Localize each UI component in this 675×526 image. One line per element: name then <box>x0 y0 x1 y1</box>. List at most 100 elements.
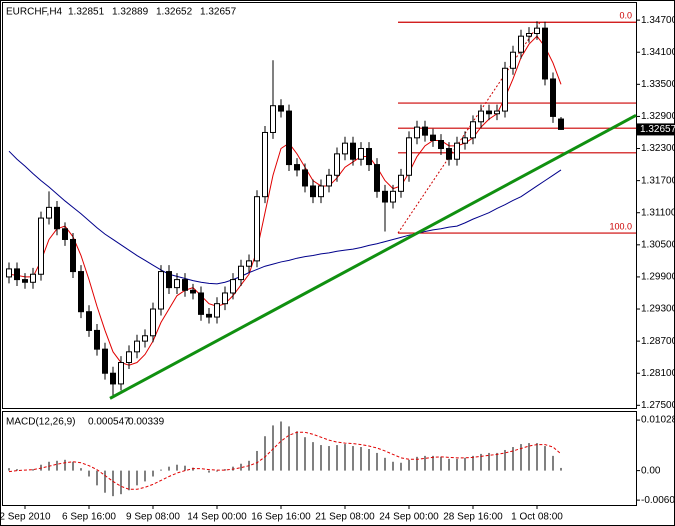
macd-value: 0.000547 <box>88 417 130 428</box>
macd-panel <box>2 411 637 506</box>
candle-body <box>366 148 372 166</box>
candle-body <box>118 362 124 385</box>
symbol: EURCHF,H4 <box>6 7 63 18</box>
y-tick-label: 1.30500 <box>641 239 675 250</box>
candle-body <box>94 329 100 350</box>
x-tick-label: 24 Sep 00:00 <box>379 512 439 523</box>
y-tick-label: 1.32300 <box>641 143 675 154</box>
candle-body <box>222 292 228 305</box>
fib-label: 0.0 <box>619 11 632 21</box>
candle-body <box>126 351 132 364</box>
candle-body <box>510 51 516 69</box>
candle-body <box>206 313 212 318</box>
macd-name: MACD(12,26,9) <box>6 417 75 428</box>
candle-body <box>46 206 52 219</box>
candle-body <box>382 190 388 203</box>
y-tick-label: 1.33500 <box>641 79 675 90</box>
candle-body <box>166 271 172 289</box>
candle-body <box>262 131 268 198</box>
candle-body <box>534 27 540 34</box>
candle-body <box>438 139 444 150</box>
candle-body <box>462 137 468 144</box>
macd-y-tick-label: -0.006009 <box>641 495 675 506</box>
price-tag <box>637 123 675 136</box>
candle-body <box>486 110 492 115</box>
candle-body <box>326 174 332 187</box>
candle-body <box>134 340 140 353</box>
signal-value: 0.00339 <box>128 417 165 428</box>
candle-body <box>446 148 452 160</box>
candle-body <box>278 105 284 112</box>
moving-average <box>8 150 562 285</box>
y-tick-label: 1.32900 <box>641 111 675 122</box>
last-low: 1.32652 <box>156 7 193 18</box>
candle-body <box>174 279 180 289</box>
candle-body <box>238 265 244 281</box>
last-close: 1.32657 <box>200 7 237 18</box>
candle-body <box>54 206 60 230</box>
y-tick-label: 1.28100 <box>641 368 675 379</box>
x-tick-label: 14 Sep 00:00 <box>187 512 247 523</box>
y-tick-label: 1.31700 <box>641 175 675 186</box>
candle-body <box>30 273 36 283</box>
x-tick-label: 2 Sep 2010 <box>0 512 51 523</box>
candle-body <box>342 142 348 155</box>
candle-body <box>302 169 308 187</box>
price-panel <box>2 2 637 409</box>
candle-body <box>390 190 396 203</box>
candle-body <box>294 164 300 171</box>
x-tick-label: 1 Oct 08:00 <box>511 512 563 523</box>
last-high: 1.32889 <box>112 7 149 18</box>
candle-body <box>350 142 356 160</box>
candle-body <box>398 174 404 192</box>
candle-body <box>454 142 460 160</box>
y-tick-label: 1.29900 <box>641 272 675 283</box>
candle-body <box>310 185 316 198</box>
fib-label: 100.0 <box>609 221 632 231</box>
y-tick-label: 1.34100 <box>641 47 675 58</box>
candle-body <box>86 311 92 331</box>
candle-body <box>358 148 364 160</box>
candle-body <box>70 238 76 273</box>
moving-average <box>8 35 562 366</box>
candle-body <box>110 372 116 385</box>
y-tick-label: 1.34700 <box>641 15 675 26</box>
candle-body <box>38 217 44 275</box>
trendline <box>109 114 637 400</box>
y-tick-label: 1.28700 <box>641 336 675 347</box>
candle-body <box>374 164 380 192</box>
x-tick-label: 16 Sep 16:00 <box>251 512 311 523</box>
price-tag-label: 1.32657 <box>640 124 675 135</box>
candle-body <box>478 110 484 123</box>
y-tick-label: 1.29300 <box>641 304 675 315</box>
x-tick-label: 21 Sep 08:00 <box>315 512 375 523</box>
candle-body <box>334 153 340 176</box>
candle-body <box>406 137 412 176</box>
y-tick-label: 1.31100 <box>641 207 675 218</box>
y-tick-label: 1.27500 <box>641 400 675 411</box>
candle-body <box>198 292 204 315</box>
candle-body <box>158 271 164 310</box>
candle-body <box>558 118 564 130</box>
candle-body <box>214 303 220 318</box>
candle-body <box>230 279 236 294</box>
candle-body <box>470 121 476 139</box>
candle-body <box>246 260 252 267</box>
candle-body <box>414 126 420 139</box>
candle-body <box>422 126 428 136</box>
x-tick-label: 28 Sep 16:00 <box>443 512 503 523</box>
candle-body <box>494 110 500 115</box>
candle-body <box>190 289 196 294</box>
candle-body <box>254 196 260 262</box>
x-tick-label: 6 Sep 16:00 <box>62 512 116 523</box>
last-open: 1.32851 <box>68 7 105 18</box>
candle-body <box>542 27 548 80</box>
candle-body <box>78 271 84 313</box>
candle-body <box>62 228 68 240</box>
candle-body <box>430 134 436 141</box>
candle-body <box>102 348 108 374</box>
candle-body <box>150 308 156 337</box>
candle-body <box>526 32 532 37</box>
macd-y-tick-label: 0.00 <box>641 465 661 476</box>
